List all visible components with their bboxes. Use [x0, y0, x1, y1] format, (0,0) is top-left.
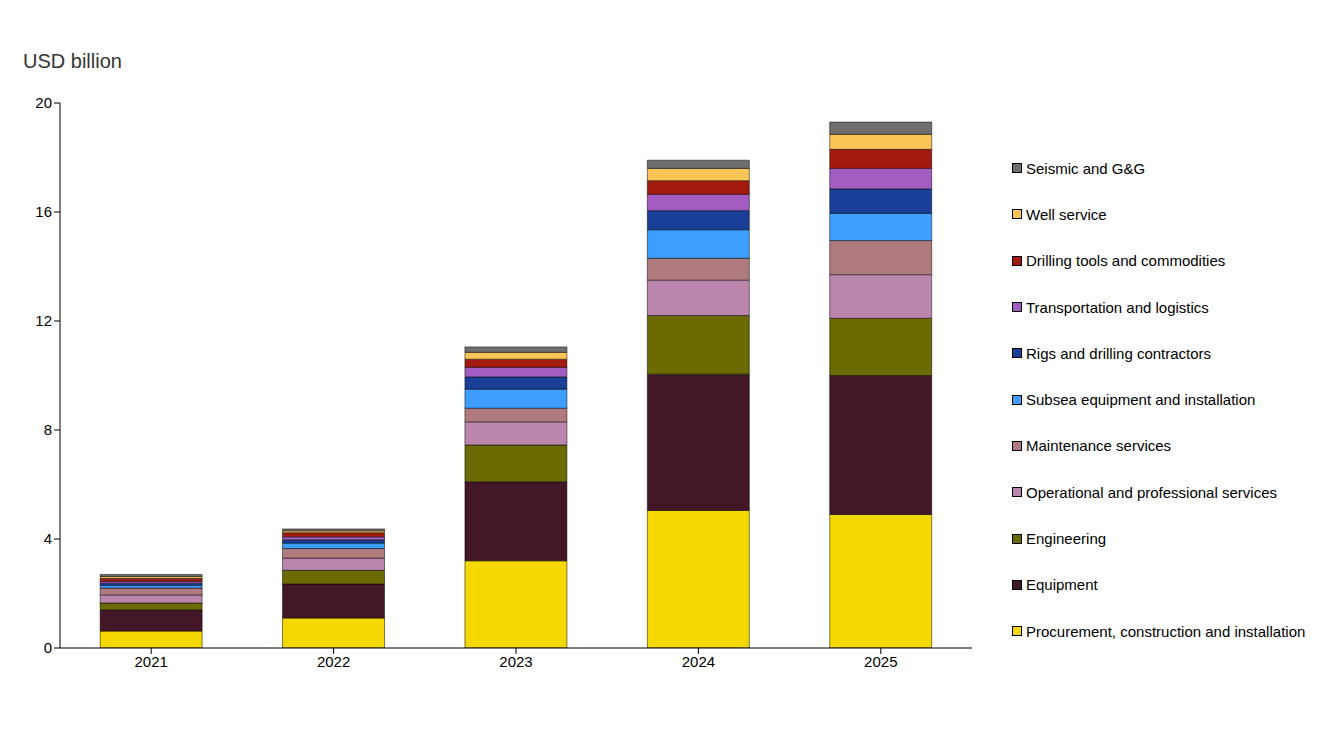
html-text:Procurement, construction and: Procurement, construction and installati… — [1026, 622, 1306, 640]
svg-text:0: 0 — [44, 639, 52, 656]
html-text:Engineering: Engineering — [1026, 530, 1107, 547]
html-text:Subsea equipment and installat: Subsea equipment and installation — [1026, 391, 1256, 409]
html-text:Seismic and G&G: Seismic and G&G — [1026, 159, 1146, 177]
html-text:Maintenance services: Maintenance services — [1026, 437, 1172, 455]
svg-text:2021: 2021 — [135, 653, 168, 670]
html-text:USD billion: USD billion — [23, 50, 122, 72]
html-text:Drilling tools and commodities: Drilling tools and commodities — [1026, 252, 1226, 270]
html-text:Equipment: Equipment — [1026, 576, 1098, 594]
svg-text:8: 8 — [44, 421, 52, 438]
html-text:Well service: Well service — [1026, 205, 1107, 223]
html-text:Rigs and drilling contractors: Rigs and drilling contractors — [1026, 344, 1212, 362]
svg-text:16: 16 — [35, 203, 52, 220]
svg-text:2025: 2025 — [864, 653, 897, 670]
svg-text:12: 12 — [35, 312, 52, 329]
svg-text:4: 4 — [44, 530, 52, 547]
svg-text:2024: 2024 — [682, 653, 715, 670]
html-text:Operational and professional s: Operational and professional services — [1026, 483, 1277, 501]
svg-text:20: 20 — [35, 94, 52, 111]
html-text:Transportation and logistics: Transportation and logistics — [1026, 298, 1209, 316]
svg-text:2023: 2023 — [499, 653, 532, 670]
svg-text:2022: 2022 — [317, 653, 350, 670]
